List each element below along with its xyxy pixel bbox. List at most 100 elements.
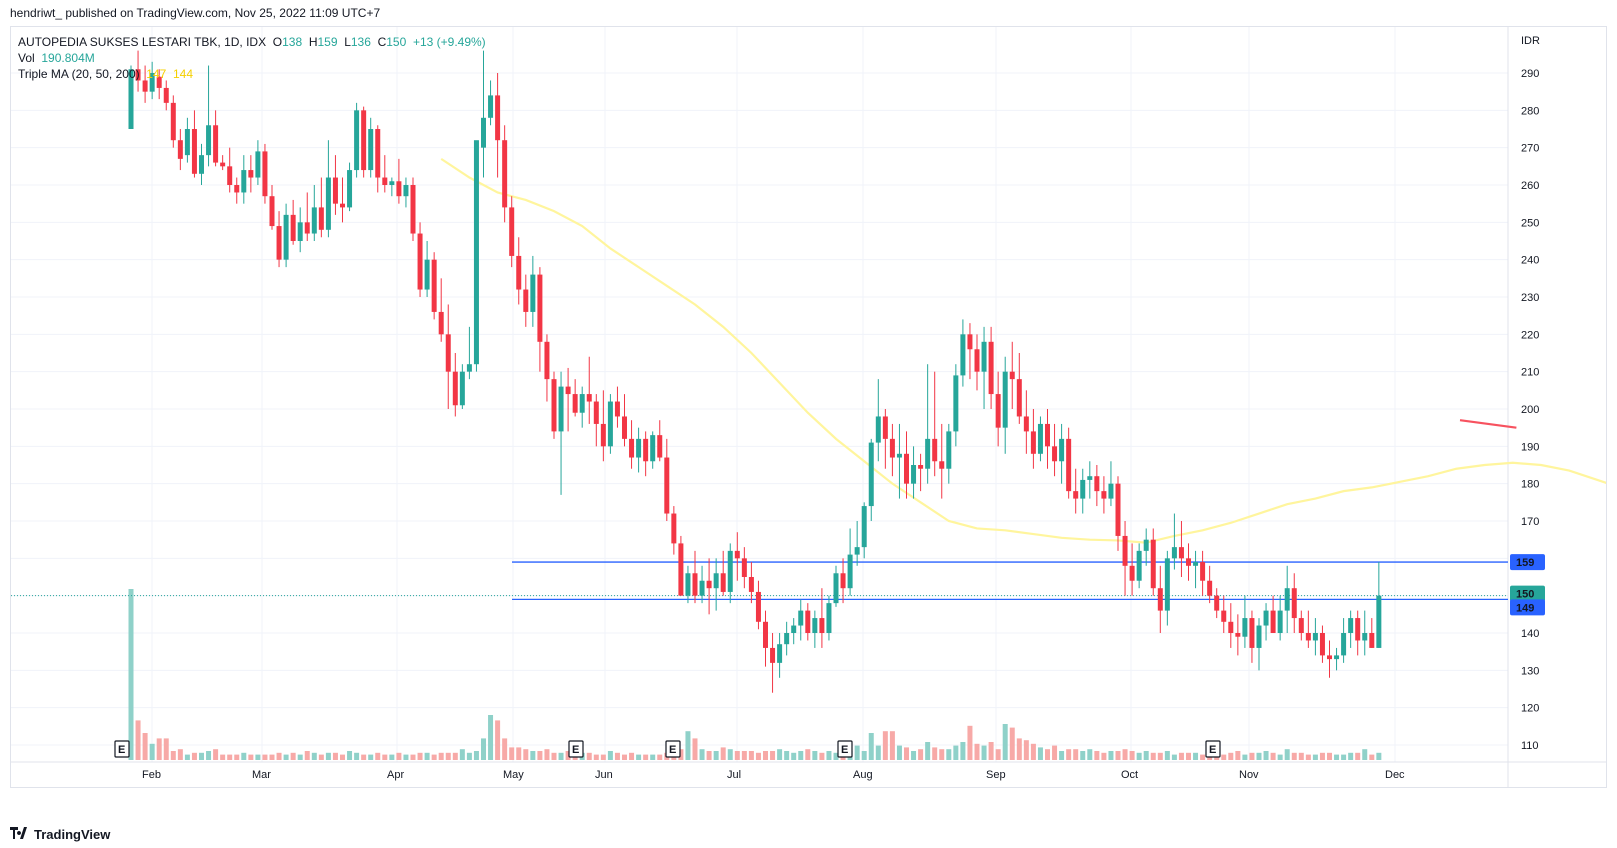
- ma-label[interactable]: Triple MA (20, 50, 200): [18, 67, 140, 81]
- volume-bar: [607, 751, 613, 760]
- volume-bar: [1129, 751, 1135, 760]
- volume-bar: [699, 749, 705, 760]
- volume-bar: [734, 751, 740, 760]
- volume-bar: [262, 754, 268, 760]
- legend-ma-row: Triple MA (20, 50, 200) 147 144: [18, 66, 486, 82]
- volume-bar: [995, 749, 1001, 760]
- brand-name: TradingView: [34, 826, 111, 842]
- volume-bar: [932, 747, 938, 760]
- volume-bar: [431, 754, 437, 760]
- candle-body: [276, 226, 282, 260]
- candle-body: [734, 550, 740, 559]
- volume-bar: [530, 751, 536, 760]
- volume-bar: [1052, 745, 1058, 760]
- volume-bar: [1030, 743, 1036, 760]
- volume-bar: [805, 749, 811, 760]
- y-tick-label: 140: [1521, 628, 1539, 640]
- candle-body: [544, 341, 550, 380]
- candle-body: [572, 394, 578, 413]
- volume-bar: [678, 749, 684, 760]
- volume-bar: [1298, 752, 1304, 760]
- volume-bar: [1150, 752, 1156, 760]
- candle-body: [1291, 588, 1297, 619]
- y-tick-label: 290: [1521, 68, 1539, 80]
- candle-body: [213, 125, 219, 163]
- candle-body: [523, 289, 529, 312]
- candle-body: [1045, 423, 1050, 447]
- candle-body: [840, 573, 846, 589]
- ma50-line: [440, 157, 1606, 544]
- candle-body: [304, 222, 310, 234]
- chart-frame[interactable]: 1101201301401501601701801902002102202302…: [10, 26, 1607, 788]
- change-value: +13 (+9.49%): [412, 35, 486, 49]
- volume-bar: [770, 751, 776, 760]
- volume-bar: [1164, 751, 1170, 760]
- candle-body: [199, 155, 204, 174]
- candle-body: [516, 255, 522, 290]
- volume-bar: [946, 749, 952, 760]
- candle-body: [227, 166, 233, 185]
- volume-bar: [135, 720, 141, 760]
- price-chart[interactable]: 1101201301401501601701801902002102202302…: [11, 27, 1606, 787]
- candle-body: [1242, 618, 1248, 637]
- volume-bar: [643, 754, 649, 760]
- open-label: O: [272, 35, 283, 49]
- candle-body: [255, 151, 261, 178]
- volume-bar: [1200, 754, 1206, 760]
- volume-bar: [798, 751, 804, 760]
- volume-bar: [234, 754, 240, 760]
- volume-bar: [1037, 747, 1043, 760]
- candle-body: [1171, 547, 1177, 559]
- volume-bar: [1270, 752, 1276, 760]
- volume-bar: [911, 751, 917, 760]
- candle-body: [889, 438, 895, 458]
- volume-bar: [509, 747, 515, 760]
- candle-body: [960, 334, 966, 376]
- candle-body: [1143, 539, 1149, 551]
- price-label-text: 159: [1516, 557, 1534, 569]
- volume-bar: [1108, 751, 1114, 760]
- x-tick-label: Sep: [986, 769, 1006, 781]
- candle-body: [128, 69, 134, 129]
- candle-body: [685, 573, 691, 596]
- volume-bar: [466, 752, 472, 760]
- candle-body: [459, 371, 465, 406]
- volume-bar: [833, 752, 839, 760]
- candle-body: [847, 554, 853, 589]
- candle-body: [1009, 371, 1015, 380]
- volume-bar: [1277, 754, 1283, 760]
- candle-body: [699, 580, 705, 596]
- volume-bar: [1284, 749, 1290, 760]
- volume-bar: [622, 754, 627, 760]
- candle-body: [170, 102, 176, 141]
- footer-brand[interactable]: TradingView: [10, 826, 110, 842]
- y-tick-label: 180: [1521, 479, 1539, 491]
- volume-bar: [318, 754, 324, 760]
- candle-body: [579, 394, 585, 413]
- candle-body: [318, 207, 324, 230]
- candle-body: [509, 207, 515, 256]
- high-label: H: [308, 35, 318, 49]
- volume-bar: [1157, 752, 1163, 760]
- volume-bar: [657, 754, 663, 760]
- symbol-name[interactable]: AUTOPEDIA SUKSES LESTARI TBK, 1D, IDX: [18, 35, 267, 49]
- candle-body: [861, 506, 867, 548]
- candle-body: [798, 610, 804, 626]
- x-tick-label: Apr: [387, 769, 404, 781]
- candle-body: [636, 438, 642, 458]
- volume-bar: [537, 751, 543, 760]
- low-label: L: [344, 35, 351, 49]
- volume-bar: [481, 738, 486, 760]
- price-label-tag: [1510, 585, 1545, 602]
- price-label-tag: [1510, 554, 1545, 571]
- candle-body: [1002, 371, 1008, 428]
- candle-body: [473, 140, 479, 365]
- candle-body: [1256, 625, 1262, 648]
- earnings-marker: E: [118, 744, 125, 756]
- volume-bar: [403, 754, 409, 760]
- candle-body: [1334, 655, 1340, 660]
- volume-bar: [748, 751, 754, 760]
- candle-body: [741, 558, 747, 577]
- vol-label[interactable]: Vol: [18, 51, 35, 65]
- candle-body: [1066, 438, 1072, 492]
